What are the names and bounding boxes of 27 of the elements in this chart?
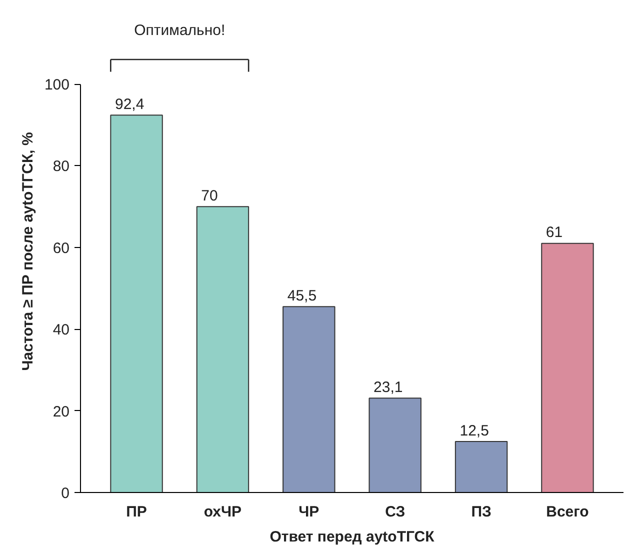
x-axis-title: Ответ перед ауtoТГСК — [270, 528, 436, 546]
bar — [368, 398, 422, 492]
y-tick-label: 20 — [52, 403, 70, 420]
y-tick-label: 100 — [44, 76, 70, 94]
y-tick-label: 80 — [52, 158, 70, 176]
bar — [196, 206, 250, 492]
x-tick-label: СЗ — [385, 504, 406, 520]
data-label: 61 — [546, 224, 563, 242]
data-label: 12,5 — [460, 422, 489, 440]
bar — [541, 242, 594, 492]
y-tick-label: 60 — [52, 240, 70, 257]
x-tick-label: ПЗ — [471, 504, 492, 520]
y-tick-label: 40 — [52, 322, 70, 339]
bar — [110, 114, 163, 492]
x-tick-label: охЧР — [204, 504, 242, 520]
x-tick-label: ПР — [126, 504, 147, 520]
bar — [282, 306, 336, 492]
x-tick-label: ЧР — [298, 504, 320, 520]
y-axis-title: Частота ≥ ПР после ауtoТГСК, % — [19, 132, 36, 371]
text: Оптимально! — [134, 22, 226, 40]
data-label: 23,1 — [374, 379, 403, 396]
data-label: 70 — [201, 187, 218, 204]
y-tick-label: 0 — [61, 485, 70, 502]
data-label: 45,5 — [287, 288, 317, 305]
bar — [454, 440, 508, 492]
data-label: 92,4 — [114, 96, 144, 113]
x-tick-label: Всего — [546, 504, 589, 520]
